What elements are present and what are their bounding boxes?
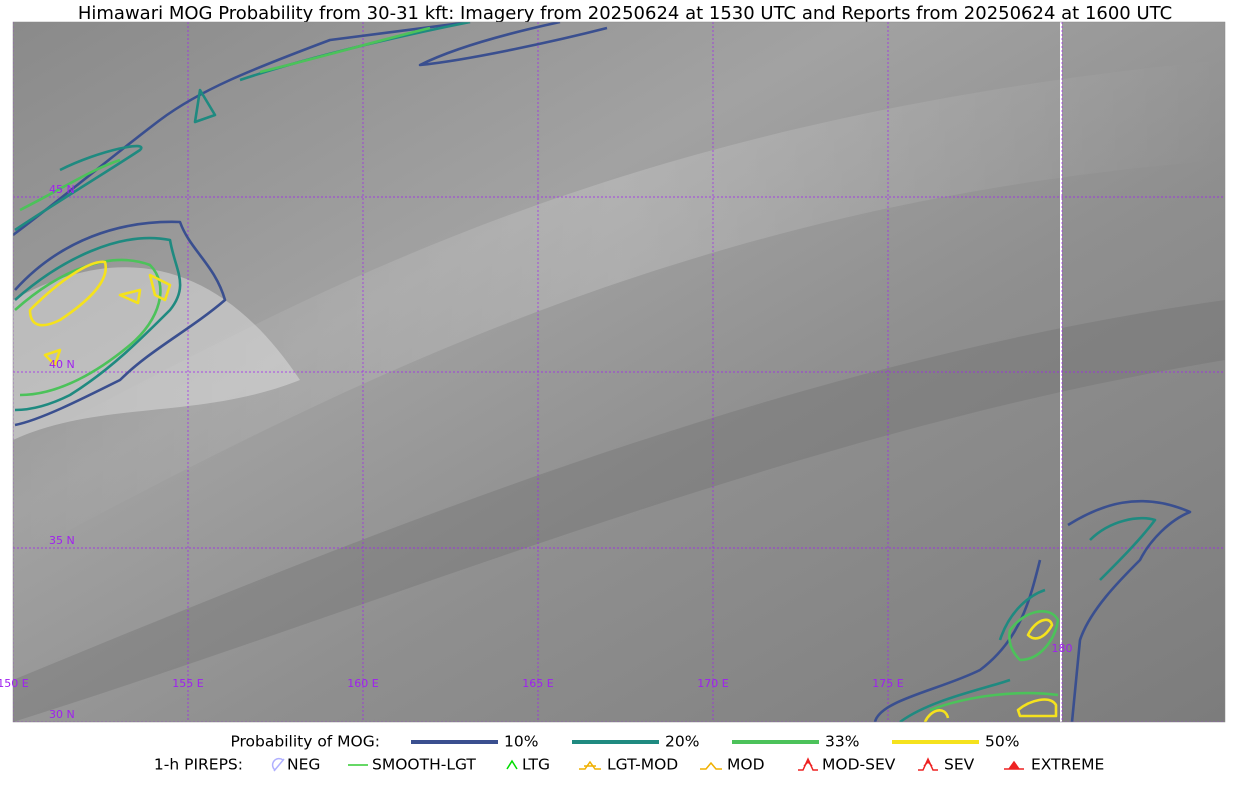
contours [13, 22, 1192, 722]
pirep-label: LGT-MOD [607, 756, 678, 774]
legend-title: 1-h PIREPS: [154, 756, 243, 774]
lat-label: 35 N [49, 534, 75, 547]
pirep-label: SEV [944, 756, 975, 774]
dry-band [13, 300, 1225, 722]
pirep-label: SMOOTH-LGT [372, 756, 476, 774]
map [13, 22, 1225, 722]
pirep-icon [271, 757, 285, 772]
pirep-label: NEG [287, 756, 320, 774]
legend-title: Probability of MOG: [230, 733, 380, 751]
pirep-icon [918, 757, 938, 771]
graticule [13, 22, 1225, 722]
lon-label: 155 E [172, 677, 203, 690]
legend-label: 10% [504, 733, 538, 751]
map-frame [12, 21, 1226, 723]
lon-label: 160 E [347, 677, 378, 690]
pirep-icon [506, 759, 518, 770]
pirep-label: EXTREME [1031, 756, 1104, 774]
pirep-icon [700, 761, 722, 770]
cloud-band [13, 60, 1225, 560]
legend: Probability of MOG: 10% 20% 33% 50% 1-h PIREP… [154, 733, 1104, 774]
lon-label: 180 [1052, 642, 1073, 655]
pirep-label: LTG [522, 756, 550, 774]
pirep-icon [1004, 760, 1024, 770]
lon-label: 150 E [0, 677, 29, 690]
pirep-label: MOD [727, 756, 765, 774]
title: Himawari MOG Probability from 30-31 kft:… [78, 3, 1172, 24]
lon-label: 170 E [697, 677, 728, 690]
pirep-icon [798, 757, 818, 771]
legend-label: 50% [985, 733, 1019, 751]
lon-label: 175 E [872, 677, 903, 690]
lat-label: 45 N [49, 183, 75, 196]
legend-label: 20% [665, 733, 699, 751]
pirep-icon [579, 760, 601, 770]
legend-label: 33% [825, 733, 859, 751]
lon-label: 165 E [522, 677, 553, 690]
lat-label: 40 N [49, 358, 75, 371]
pirep-label: MOD-SEV [822, 756, 896, 774]
lat-label: 30 N [49, 708, 75, 721]
